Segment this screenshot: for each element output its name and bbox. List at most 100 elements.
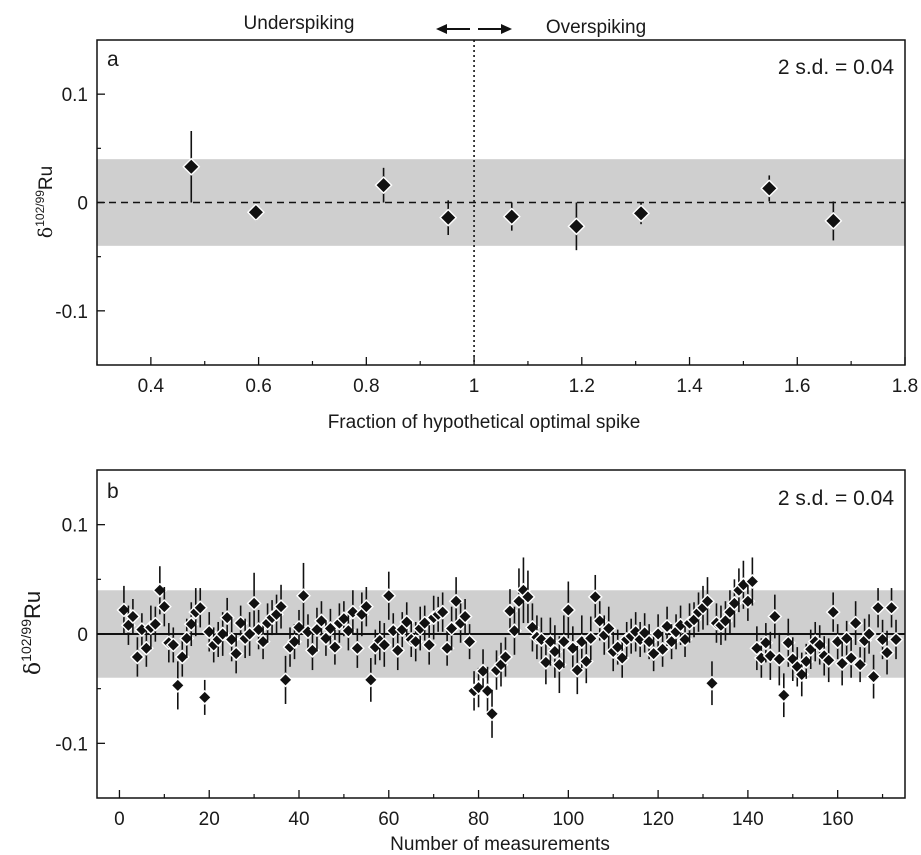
overspiking-label: Overspiking xyxy=(546,17,646,38)
panel-b: 0 20 40 60 80 100 120 140 160 0.1 0 -0.1 b 2 s.d. =… xyxy=(18,469,906,855)
panel-b-data-point xyxy=(278,672,294,688)
panel-b-xtick-label: 60 xyxy=(378,809,399,830)
panel-b-data-point xyxy=(313,613,329,629)
panel-b-data-point xyxy=(583,630,599,646)
panel-a-ylabel-element: Ru xyxy=(36,166,57,190)
panel-b-data-point xyxy=(327,639,343,655)
panel-b-data-point xyxy=(363,672,379,688)
direction-arrows xyxy=(436,24,512,34)
panel-a-xtick-label: 1.4 xyxy=(676,376,703,397)
panel-b-annotation: 2 s.d. = 0.04 xyxy=(778,487,894,510)
panel-b-data-point xyxy=(399,614,415,630)
panel-b-xtick-label: 20 xyxy=(199,809,220,830)
panel-a-data-point xyxy=(502,207,521,226)
panel-b-data-point xyxy=(852,657,868,673)
panel-a-data-point xyxy=(374,176,393,195)
panel-b-data-point xyxy=(866,669,882,685)
panel-a-data-point xyxy=(567,217,586,236)
panel-a-data-point xyxy=(246,203,265,222)
panel-b-data-point xyxy=(771,651,787,667)
panel-a-data-point xyxy=(760,179,779,198)
panel-b-xtick-label: 80 xyxy=(468,809,489,830)
panel-a-data-point xyxy=(439,208,458,227)
panel-b-data-point xyxy=(497,649,513,665)
panel-b-data-point xyxy=(156,599,172,615)
panel-b-xlabel: Number of measurements xyxy=(390,834,610,855)
panel-b-xtick-label: 160 xyxy=(822,809,854,830)
panel-b-data-point xyxy=(228,646,244,662)
panel-b-ytick-label: 0 xyxy=(77,625,88,646)
panel-b-data-point xyxy=(192,600,208,616)
panel-b-plot-layer: 0 20 40 60 80 100 120 140 160 0.1 0 -0.1 xyxy=(55,469,906,830)
panel-a-xtick-label: 1.6 xyxy=(784,376,810,397)
panel-a-xtick-label: 1.2 xyxy=(569,376,595,397)
panel-a-label: a xyxy=(107,48,119,71)
panel-b-data-point xyxy=(444,621,460,637)
panel-a-data-point xyxy=(824,211,843,230)
panel-b-xtick-label: 100 xyxy=(552,809,584,830)
panel-b-data-point xyxy=(390,642,406,658)
panel-b-data-point xyxy=(825,604,841,620)
panel-b-data-point xyxy=(776,687,792,703)
panel-b-data-point xyxy=(421,637,437,653)
panel-b-data-point xyxy=(147,616,163,632)
panel-b-data-point xyxy=(165,637,181,653)
underspiking-label: Underspiking xyxy=(244,13,355,34)
panel-b-data-point xyxy=(129,649,145,665)
panel-b-data-point xyxy=(821,652,837,668)
panel-b-data-point xyxy=(322,621,338,637)
panel-b-data-point xyxy=(358,599,374,615)
panel-b-data-point xyxy=(744,574,760,590)
panel-b-data-point xyxy=(848,615,864,631)
panel-b-data-point xyxy=(839,630,855,646)
panel-b-xtick-label: 140 xyxy=(732,809,764,830)
panel-b-xtick-label: 120 xyxy=(642,809,674,830)
panel-b-data-point xyxy=(349,640,365,656)
panel-b-ylabel: δ102/99Ru xyxy=(18,591,46,675)
panel-b-data-point xyxy=(655,641,671,657)
panel-b-data-point xyxy=(556,634,572,650)
panel-b-data-point xyxy=(273,599,289,615)
panel-b-ytick-label: 0.1 xyxy=(62,516,88,537)
panel-b-data-point xyxy=(767,609,783,624)
panel-a-data-point xyxy=(182,157,201,176)
panel-b-data-point xyxy=(879,645,895,661)
panel-a-annotation: 2 s.d. = 0.04 xyxy=(778,56,894,79)
panel-b-data-point xyxy=(834,656,850,672)
panel-b-data-point xyxy=(197,689,213,705)
panel-b-data-point xyxy=(870,600,886,616)
panel-a-xtick-label: 0.8 xyxy=(353,376,379,397)
panel-b-data-point xyxy=(125,609,141,624)
panel-b-data-point xyxy=(381,588,397,604)
panel-a-ytick-label: 0.1 xyxy=(62,85,88,106)
panel-b-ylabel-delta: δ xyxy=(21,662,46,675)
panel-b-data-point xyxy=(435,604,451,620)
panel-b-data-point xyxy=(484,706,500,722)
panel-a-ytick-label: -0.1 xyxy=(55,302,88,323)
panel-b-xtick-label: 0 xyxy=(114,809,125,830)
panel-a-ylabel: δ102/99Ru xyxy=(33,166,57,238)
panel-b-ylabel-superscript: 102/99 xyxy=(18,619,34,662)
panel-b-data-point xyxy=(219,610,235,626)
panel-b-data-point xyxy=(884,600,900,616)
panel-b-data-point xyxy=(843,650,859,666)
panel-a-data-point xyxy=(632,204,651,223)
panel-a-xtick-label: 1.8 xyxy=(892,376,918,397)
panel-b-ylabel-element: Ru xyxy=(20,591,45,619)
panel-a-ytick-label: 0 xyxy=(77,194,88,215)
panel-b-data-point xyxy=(704,675,720,691)
right-arrow-head xyxy=(501,24,512,34)
panel-b-data-point xyxy=(246,595,262,611)
panel-b-data-point xyxy=(560,602,576,618)
panel-a-ylabel-superscript: 102/99 xyxy=(33,190,47,227)
panel-a-plot-layer: 0.4 0.6 0.8 1 1.2 1.4 1.6 1.8 0.1 0 -0.1 xyxy=(55,39,918,397)
panel-b-data-point xyxy=(457,609,473,624)
panel-b-data-point xyxy=(861,626,877,642)
panel-b-label: b xyxy=(107,480,119,503)
panel-a-xtick-label: 0.6 xyxy=(245,376,271,397)
panel-a-ylabel-delta: δ xyxy=(35,227,57,238)
panel-b-data-point xyxy=(376,637,392,653)
panel-a-xtick-label: 0.4 xyxy=(138,376,165,397)
panel-b-data-point xyxy=(520,589,536,605)
